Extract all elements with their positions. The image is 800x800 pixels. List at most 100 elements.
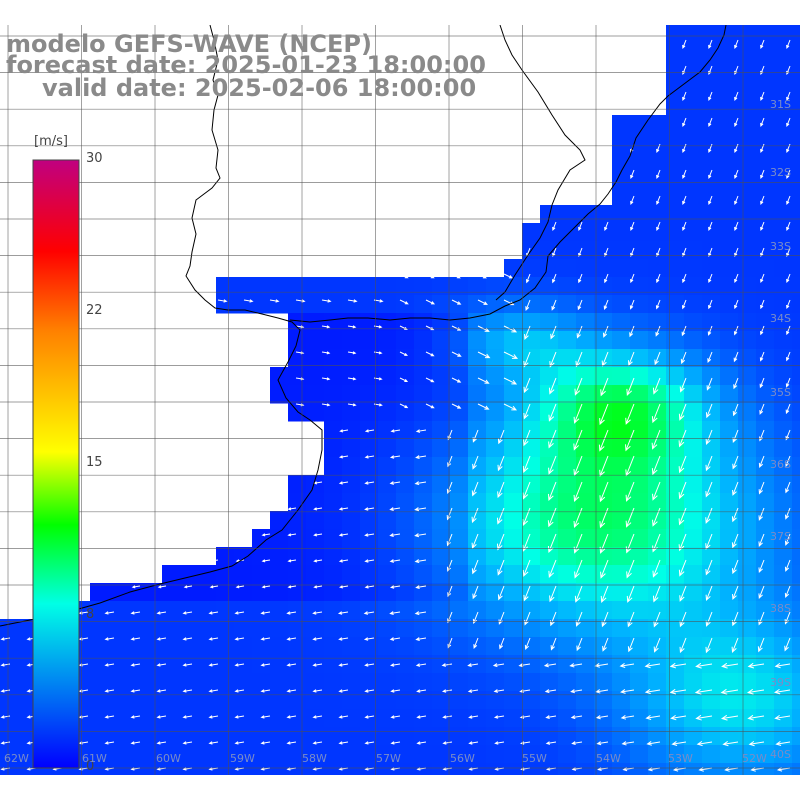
wind-arrow (447, 611, 453, 624)
wind-cell (90, 745, 109, 764)
wind-cell (306, 529, 325, 548)
wind-cell (576, 295, 595, 314)
wind-cell (486, 547, 505, 566)
wind-cell (756, 403, 775, 422)
wind-cell (18, 745, 37, 764)
wind-cell (432, 763, 451, 775)
wind-cell (666, 313, 685, 332)
wind-cell (720, 385, 739, 404)
wind-cell (432, 457, 451, 476)
wind-arrow (576, 637, 583, 652)
wind-cell (162, 565, 181, 584)
wind-cell (468, 421, 487, 440)
wind-cell (792, 511, 800, 530)
wind-arrow (415, 585, 427, 589)
lat-label: 37S (770, 530, 791, 543)
wind-cell (288, 637, 307, 656)
wind-cell (378, 511, 397, 530)
wind-cell (522, 493, 541, 512)
wind-cell (378, 439, 397, 458)
wind-arrow (681, 299, 687, 310)
wind-cell (684, 187, 703, 206)
wind-arrow (604, 221, 609, 231)
wind-arrow (547, 507, 557, 528)
wind-cell (504, 331, 523, 350)
wind-cell (432, 475, 451, 494)
wind-cell (792, 259, 800, 278)
wind-arrow (682, 91, 687, 101)
wind-cell (738, 655, 757, 674)
wind-cell (594, 691, 613, 710)
wind-cell (216, 619, 235, 638)
wind-cell (468, 403, 487, 422)
wind-cell (270, 277, 289, 296)
wind-cell (792, 673, 800, 692)
wind-cell (558, 385, 577, 404)
wind-cell (648, 745, 667, 764)
wind-arrow (338, 507, 349, 511)
wind-cell (324, 655, 343, 674)
wind-arrow (441, 689, 453, 693)
wind-arrow (644, 688, 661, 695)
wind-cell (630, 241, 649, 260)
wind-cell (648, 313, 667, 332)
wind-cell (306, 331, 325, 350)
wind-arrow (182, 715, 193, 719)
wind-cell (558, 457, 577, 476)
wind-cell (162, 727, 181, 746)
wind-arrow (573, 481, 583, 502)
wind-cell (576, 619, 595, 638)
wind-arrow (389, 637, 401, 641)
wind-cell (504, 547, 523, 566)
wind-arrow (338, 637, 349, 641)
wind-cell (594, 223, 613, 242)
wind-cell (720, 223, 739, 242)
wind-arrow (492, 663, 505, 668)
wind-arrow (599, 507, 609, 529)
wind-cell (792, 241, 800, 260)
wind-cell (720, 241, 739, 260)
lat-label: 39S (770, 676, 791, 689)
wind-cell (396, 439, 415, 458)
wind-arrow (785, 403, 791, 415)
wind-arrow (182, 663, 193, 667)
wind-cell (414, 385, 433, 404)
wind-arrow (183, 585, 193, 589)
wind-cell (234, 763, 253, 775)
wind-arrow (625, 429, 635, 452)
wind-cell (468, 331, 487, 350)
wind-cell (342, 709, 361, 728)
wind-cell (252, 295, 271, 314)
wind-arrow (786, 143, 791, 153)
wind-cell (342, 583, 361, 602)
wind-arrow (785, 377, 791, 388)
wind-cell (216, 673, 235, 692)
wind-cell (594, 745, 613, 764)
wind-cell (180, 637, 199, 656)
wind-arrow (705, 637, 713, 654)
wind-cell (216, 691, 235, 710)
wind-cell (630, 655, 649, 674)
lon-label: 59W (230, 752, 255, 765)
model-title: modelo GEFS-WAVE (NCEP) (6, 30, 372, 58)
wind-cell (216, 637, 235, 656)
wind-cell (324, 457, 343, 476)
wind-cell (594, 493, 613, 512)
wind-cell (306, 313, 325, 332)
wind-cell (630, 385, 649, 404)
wind-arrow (471, 507, 479, 524)
wind-cell (774, 583, 793, 602)
wind-cell (648, 295, 667, 314)
wind-cell (522, 709, 541, 728)
wind-cell (720, 79, 739, 98)
wind-arrow (576, 325, 583, 339)
wind-cell (414, 583, 433, 602)
wind-cell (756, 673, 775, 692)
wind-cell (774, 619, 793, 638)
wind-cell (378, 709, 397, 728)
wind-cell (288, 565, 307, 584)
wind-arrow (695, 662, 713, 669)
wind-arrow (621, 741, 635, 746)
wind-cell (648, 151, 667, 170)
